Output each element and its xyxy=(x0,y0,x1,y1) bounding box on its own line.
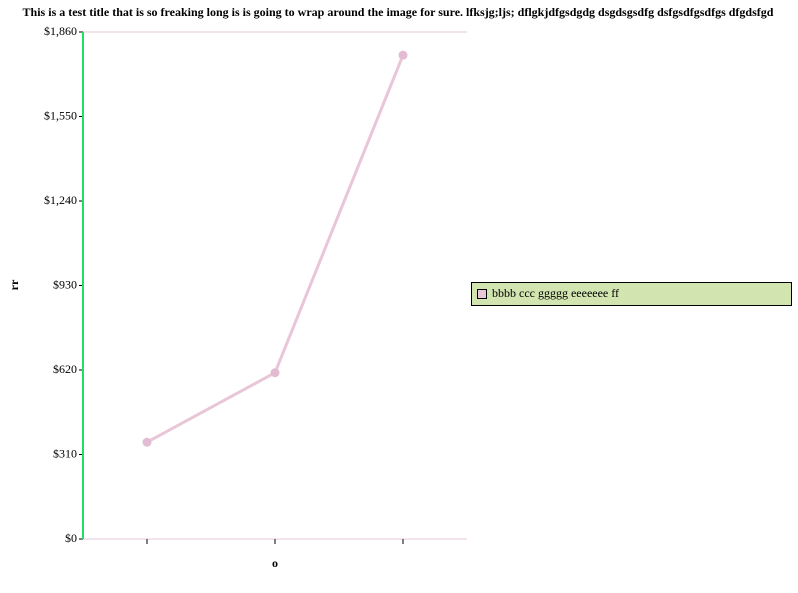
y-tick-label: $0 xyxy=(65,531,77,545)
y-tick-label: $1,860 xyxy=(44,24,77,38)
legend-swatch xyxy=(477,289,487,299)
point xyxy=(142,437,152,447)
series-line xyxy=(146,54,405,444)
point xyxy=(398,50,408,60)
x-axis-label: o xyxy=(272,556,278,570)
chart-title: This is a test title that is so freaking… xyxy=(23,5,774,19)
y-tick-label: $1,550 xyxy=(44,108,77,122)
legend-label: bbbb ccc ggggg eeeeeee ff xyxy=(492,286,619,300)
legend-box xyxy=(471,282,792,306)
y-tick-label: $310 xyxy=(53,446,77,460)
y-tick-label: $620 xyxy=(53,362,77,376)
y-tick-label: $930 xyxy=(53,277,77,291)
y-axis-label: rr xyxy=(7,279,21,290)
y-tick-label: $1,240 xyxy=(44,193,77,207)
point xyxy=(270,368,280,378)
